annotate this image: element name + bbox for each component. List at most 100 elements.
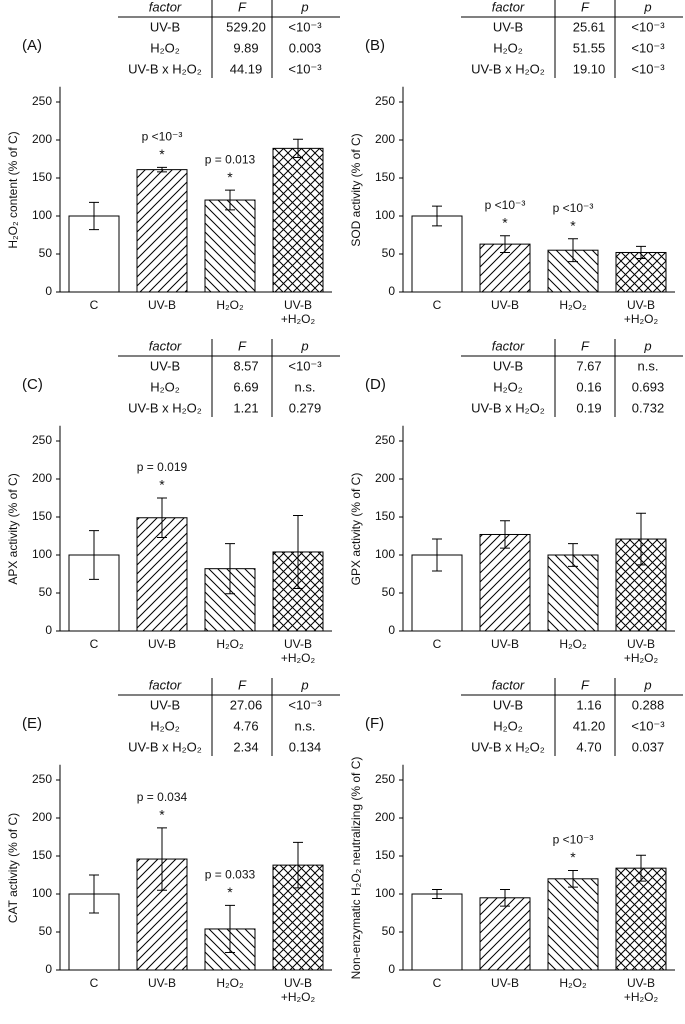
x-tick-label: H₂O₂: [559, 637, 587, 651]
table-cell: 1.21: [233, 400, 258, 415]
table-cell: UV-B x H₂O₂: [471, 400, 545, 415]
table-cell: 51.55: [573, 40, 606, 55]
table-cell: UV-B: [493, 697, 523, 712]
x-tick-label: C: [90, 298, 99, 312]
x-tick-label: UV-B: [148, 637, 176, 651]
y-tick-label: 250: [375, 94, 395, 108]
table-header: F: [238, 338, 247, 353]
error-bar: [157, 166, 167, 173]
y-tick-label: 100: [32, 886, 52, 900]
table-cell: H₂O₂: [493, 379, 523, 394]
table-header: factor: [492, 0, 525, 14]
error-bar: [293, 514, 303, 589]
p-annotation: p = 0.033: [205, 868, 256, 882]
y-tick-label: 200: [32, 132, 52, 146]
table-cell: 6.69: [233, 379, 258, 394]
x-tick-label: UV-B +H₂O₂: [281, 976, 316, 1004]
p-annotation: p <10⁻³: [553, 201, 594, 215]
y-tick-label: 0: [388, 623, 395, 637]
error-bar: [432, 205, 442, 227]
table-cell: 8.57: [233, 358, 258, 373]
table-cell: 0.037: [632, 739, 665, 754]
bar: [547, 878, 599, 971]
table-cell: <10⁻³: [631, 718, 665, 733]
error-bar: [568, 543, 578, 567]
error-bar: [636, 512, 646, 566]
y-tick-label: 250: [32, 433, 52, 447]
table-header: p: [300, 338, 308, 353]
y-tick-label: 200: [32, 471, 52, 485]
error-bar: [157, 497, 167, 539]
x-tick-label: UV-B: [148, 298, 176, 312]
y-tick-label: 100: [375, 208, 395, 222]
table-cell: UV-B x H₂O₂: [128, 739, 202, 754]
y-tick-label: 50: [39, 924, 53, 938]
x-tick-label: UV-B +H₂O₂: [624, 976, 659, 1004]
significance-star: *: [502, 214, 508, 230]
x-tick-label: UV-B: [491, 976, 519, 990]
x-tick-label: UV-B +H₂O₂: [281, 298, 316, 326]
bar: [136, 858, 188, 971]
significance-star: *: [227, 884, 233, 900]
table-cell: <10⁻³: [631, 61, 665, 76]
error-bar: [636, 245, 646, 260]
panel-label: (A): [22, 37, 42, 54]
error-bar: [157, 827, 167, 891]
bar: [272, 147, 324, 293]
table-header: factor: [492, 677, 525, 692]
x-tick-label: C: [90, 976, 99, 990]
table-cell: UV-B x H₂O₂: [128, 400, 202, 415]
x-tick-label: H₂O₂: [216, 976, 244, 990]
table-cell: 27.06: [230, 697, 263, 712]
table-cell: UV-B: [493, 19, 523, 34]
table-cell: UV-B: [150, 697, 180, 712]
y-tick-label: 0: [388, 284, 395, 298]
panel-label: (E): [22, 715, 42, 732]
table-cell: H₂O₂: [493, 718, 523, 733]
y-tick-label: 100: [32, 208, 52, 222]
table-cell: 0.19: [576, 400, 601, 415]
panel-label: (C): [22, 376, 43, 393]
significance-star: *: [570, 218, 576, 234]
y-tick-label: 200: [32, 810, 52, 824]
error-bar: [89, 530, 99, 580]
table-cell: 25.61: [573, 19, 606, 34]
table-cell: 0.003: [289, 40, 322, 55]
x-tick-label: H₂O₂: [559, 976, 587, 990]
y-tick-label: 150: [32, 848, 52, 862]
error-bar: [500, 520, 510, 549]
table-cell: 0.279: [289, 400, 322, 415]
panel-label: (D): [365, 376, 386, 393]
table-header: F: [581, 0, 590, 14]
y-tick-label: 150: [375, 848, 395, 862]
table-cell: <10⁻³: [288, 19, 322, 34]
table-cell: <10⁻³: [631, 40, 665, 55]
table-cell: 529.20: [226, 19, 266, 34]
table-header: p: [643, 338, 651, 353]
table-header: p: [643, 677, 651, 692]
x-tick-label: C: [433, 637, 442, 651]
table-header: p: [643, 0, 651, 14]
y-tick-label: 150: [375, 509, 395, 523]
error-bar: [432, 538, 442, 572]
error-bar: [89, 201, 99, 231]
x-tick-label: UV-B +H₂O₂: [624, 298, 659, 326]
table-header: F: [238, 0, 247, 14]
panel-label: (F): [365, 715, 384, 732]
y-tick-label: 100: [375, 547, 395, 561]
table-cell: n.s.: [295, 379, 316, 394]
y-tick-label: 50: [39, 246, 53, 260]
table-cell: <10⁻³: [631, 19, 665, 34]
table-cell: 0.134: [289, 739, 322, 754]
table-cell: UV-B x H₂O₂: [128, 61, 202, 76]
error-bar: [500, 235, 510, 253]
y-tick-label: 50: [382, 246, 396, 260]
table-cell: 41.20: [573, 718, 606, 733]
x-tick-label: UV-B +H₂O₂: [281, 637, 316, 665]
